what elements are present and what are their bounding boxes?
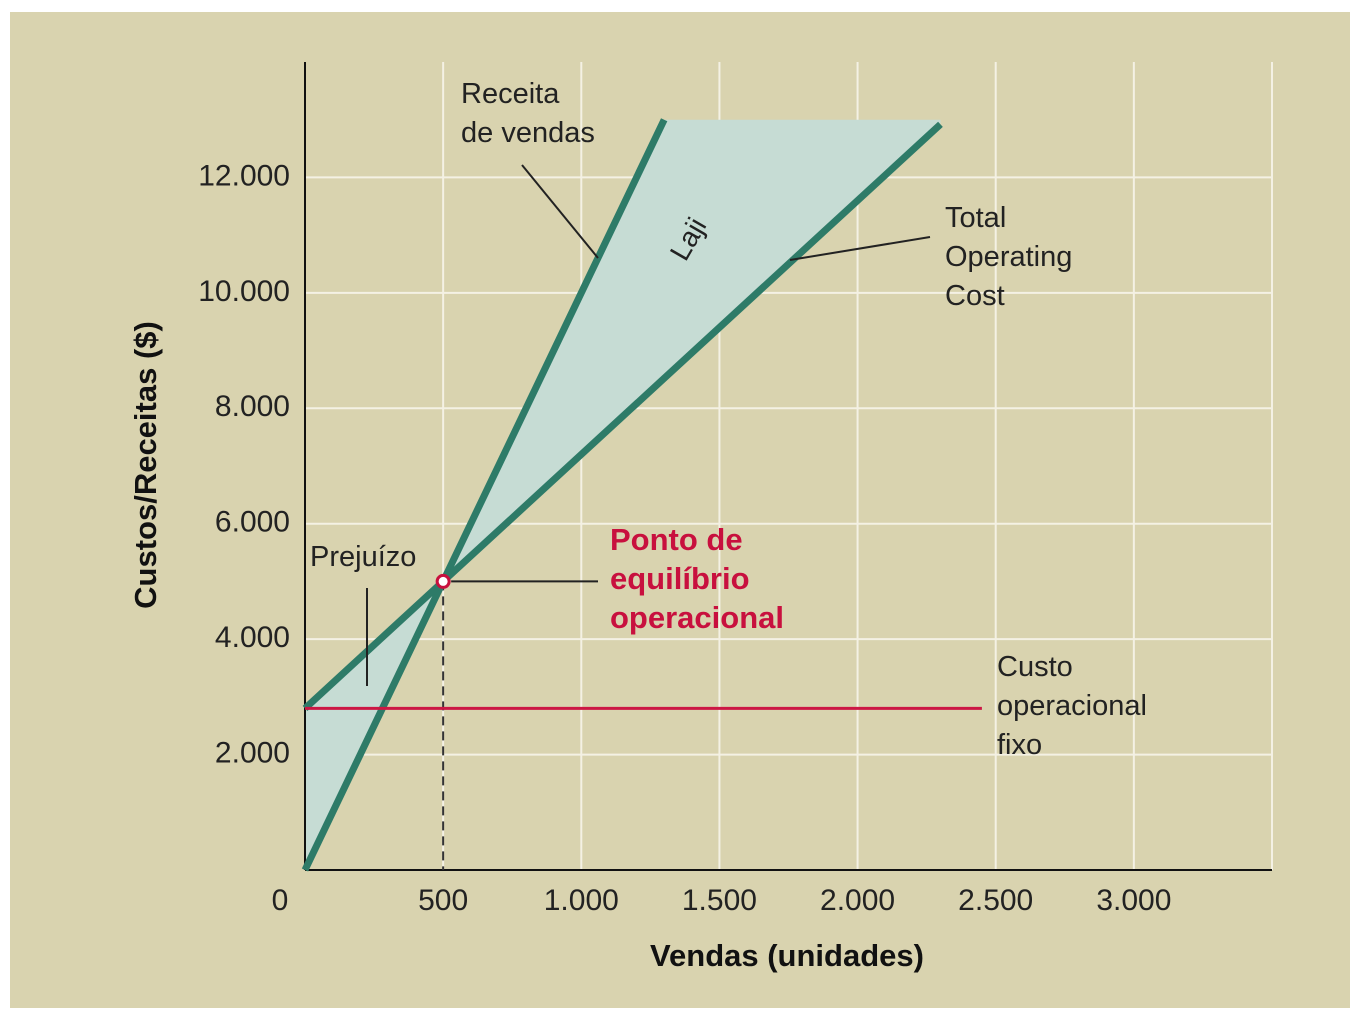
x-tick-label: 1.500: [682, 884, 757, 917]
x-axis-label: Vendas (unidades): [650, 938, 924, 973]
break-even-point: [435, 573, 451, 589]
x-tick-label: 2.000: [820, 884, 895, 917]
series-label: Total Operating Cost: [945, 202, 1073, 312]
y-tick-label: 6.000: [215, 506, 290, 539]
y-tick-label: 10.000: [198, 275, 290, 308]
x-tick-label: 0: [272, 884, 289, 917]
y-tick-label: 4.000: [215, 621, 290, 654]
series-line: [302, 121, 943, 711]
x-tick-label: 3.000: [1096, 884, 1171, 917]
y-tick-label: 2.000: [215, 736, 290, 769]
leader-line: [789, 236, 931, 261]
series-label: Custo operacional fixo: [997, 651, 1147, 761]
x-tick-label: 2.500: [958, 884, 1033, 917]
series-label: Receita de vendas: [461, 78, 595, 149]
y-tick-label: 12.000: [198, 159, 290, 192]
break-even-label: Ponto de equilíbrio operacional: [610, 522, 784, 635]
x-tick-label: 500: [418, 884, 468, 917]
loss-label: Prejuízo: [310, 541, 417, 573]
x-tick-label: 1.000: [544, 884, 619, 917]
series-line: [301, 118, 668, 872]
leader-line: [521, 164, 599, 259]
y-axis-label: Custos/Receitas ($): [128, 321, 163, 609]
y-tick-label: 8.000: [215, 390, 290, 423]
